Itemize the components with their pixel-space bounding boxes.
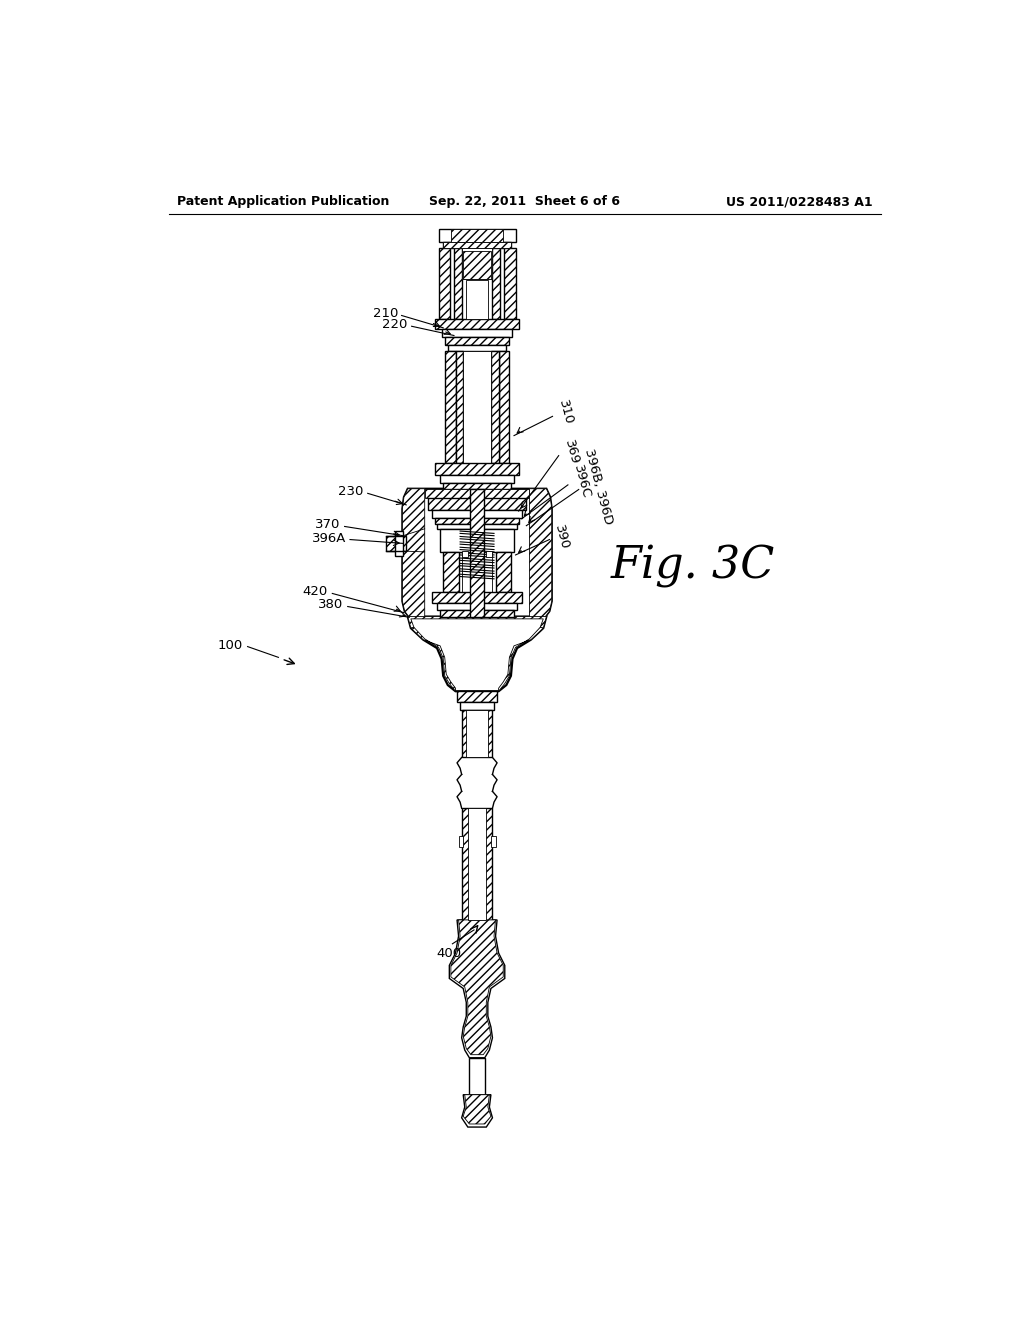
Polygon shape bbox=[408, 616, 547, 628]
Polygon shape bbox=[411, 627, 456, 692]
Bar bbox=[499, 351, 509, 462]
Bar bbox=[462, 710, 493, 758]
Text: 396A: 396A bbox=[311, 532, 346, 545]
Text: 380: 380 bbox=[317, 598, 343, 611]
Bar bbox=[490, 836, 496, 847]
Bar bbox=[451, 230, 503, 242]
Bar bbox=[454, 248, 462, 318]
Bar bbox=[460, 702, 494, 710]
Bar bbox=[466, 710, 487, 758]
Bar bbox=[444, 337, 509, 345]
Polygon shape bbox=[408, 616, 547, 692]
Text: 230: 230 bbox=[339, 486, 364, 499]
Bar bbox=[504, 248, 515, 318]
Bar bbox=[432, 591, 521, 603]
Text: Patent Application Publication: Patent Application Publication bbox=[177, 195, 389, 209]
Bar bbox=[443, 483, 511, 488]
Bar bbox=[435, 462, 518, 475]
Text: 210: 210 bbox=[373, 308, 398, 321]
Polygon shape bbox=[451, 920, 503, 1055]
Text: 369: 369 bbox=[562, 438, 581, 466]
Bar bbox=[432, 511, 521, 517]
Bar bbox=[462, 552, 493, 591]
Bar bbox=[490, 351, 499, 462]
Bar bbox=[440, 529, 514, 552]
Bar bbox=[493, 248, 500, 318]
Polygon shape bbox=[402, 488, 552, 618]
Bar bbox=[444, 351, 456, 462]
Text: 396B, 396D: 396B, 396D bbox=[582, 447, 614, 525]
Text: 396C: 396C bbox=[571, 463, 593, 500]
Bar bbox=[462, 808, 493, 920]
Bar bbox=[440, 475, 514, 483]
Text: Sep. 22, 2011  Sheet 6 of 6: Sep. 22, 2011 Sheet 6 of 6 bbox=[429, 195, 621, 209]
Text: 400: 400 bbox=[437, 946, 462, 960]
Polygon shape bbox=[499, 627, 544, 692]
Text: Fig. 3C: Fig. 3C bbox=[610, 545, 775, 589]
Bar bbox=[425, 488, 529, 498]
Bar bbox=[437, 524, 517, 529]
Text: 370: 370 bbox=[314, 519, 340, 532]
Text: 420: 420 bbox=[302, 585, 328, 598]
Bar bbox=[468, 808, 486, 920]
Polygon shape bbox=[450, 920, 505, 1057]
Bar bbox=[435, 318, 518, 330]
Polygon shape bbox=[463, 1094, 490, 1125]
Polygon shape bbox=[462, 1094, 493, 1127]
Bar bbox=[470, 488, 484, 618]
Polygon shape bbox=[529, 488, 552, 618]
Text: 390: 390 bbox=[553, 523, 571, 552]
Bar bbox=[395, 531, 403, 556]
Bar bbox=[456, 351, 463, 462]
Bar bbox=[386, 536, 407, 552]
Bar bbox=[428, 498, 526, 511]
Bar bbox=[496, 552, 511, 591]
Text: 100: 100 bbox=[218, 639, 243, 652]
Bar bbox=[438, 248, 451, 318]
Bar bbox=[438, 230, 515, 242]
Bar bbox=[447, 345, 506, 351]
Bar bbox=[443, 242, 511, 248]
Text: 220: 220 bbox=[382, 318, 408, 331]
Bar bbox=[443, 552, 459, 591]
Bar bbox=[463, 351, 490, 462]
Text: US 2011/0228483 A1: US 2011/0228483 A1 bbox=[726, 195, 872, 209]
Bar bbox=[462, 552, 468, 557]
Polygon shape bbox=[402, 488, 425, 618]
Bar bbox=[437, 603, 517, 610]
Bar bbox=[463, 251, 490, 279]
Bar bbox=[435, 517, 519, 524]
Bar bbox=[440, 610, 514, 616]
Bar bbox=[443, 242, 511, 248]
Bar bbox=[459, 836, 463, 847]
Bar bbox=[462, 248, 493, 279]
Bar bbox=[469, 1057, 484, 1094]
Bar bbox=[486, 552, 493, 557]
Bar bbox=[441, 330, 512, 337]
Bar bbox=[457, 692, 497, 702]
Bar bbox=[466, 280, 487, 318]
Text: 310: 310 bbox=[556, 399, 574, 426]
